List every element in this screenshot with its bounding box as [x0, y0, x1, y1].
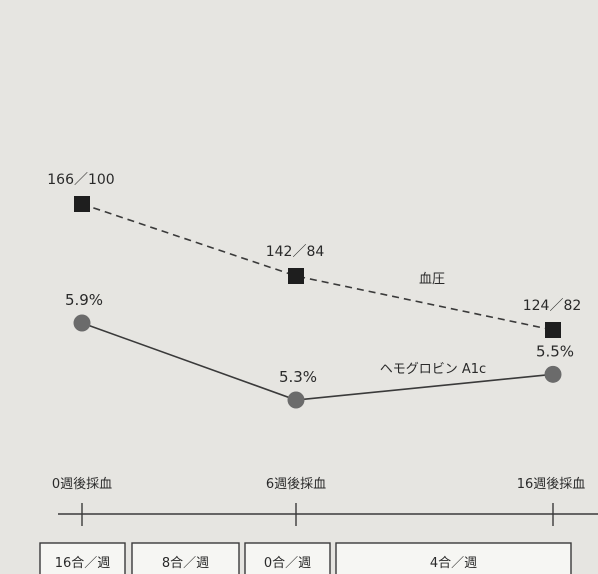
a1c-data-label-0: 5.9% — [65, 291, 103, 309]
x-category-label-0: 0週後採血 — [52, 477, 112, 492]
schedule-box-label-3: 4合／週 — [430, 556, 477, 571]
a1c-data-label-2: 5.5% — [536, 342, 574, 360]
schedule-box-label-1: 8合／週 — [162, 556, 209, 571]
a1c-marker-2 — [544, 365, 562, 383]
schedule-box-0 — [39, 542, 126, 574]
x-category-label-1: 6週後採血 — [266, 477, 326, 492]
bp-series-name: 血圧 — [419, 272, 445, 287]
bp-series-line — [81, 203, 554, 331]
schedule-box-label-0: 16合／週 — [55, 556, 111, 571]
bp-data-label-0: 166／100 — [47, 172, 114, 188]
bp-data-label-1: 142／84 — [266, 244, 325, 260]
bp-marker-0 — [74, 196, 90, 212]
a1c-marker-1 — [287, 391, 305, 409]
x-category-label-2: 16週後採血 — [517, 477, 586, 492]
a1c-series-name: ヘモグロビン A1c — [380, 362, 486, 377]
schedule-box-3 — [335, 542, 572, 574]
schedule-box-2 — [244, 542, 331, 574]
bp-marker-1 — [288, 268, 304, 284]
schedule-box-1 — [131, 542, 240, 574]
a1c-data-label-1: 5.3% — [279, 368, 317, 386]
bp-marker-2 — [545, 322, 561, 338]
a1c-marker-0 — [73, 314, 91, 332]
bp-data-label-2: 124／82 — [523, 298, 582, 314]
schedule-box-label-2: 0合／週 — [264, 556, 311, 571]
